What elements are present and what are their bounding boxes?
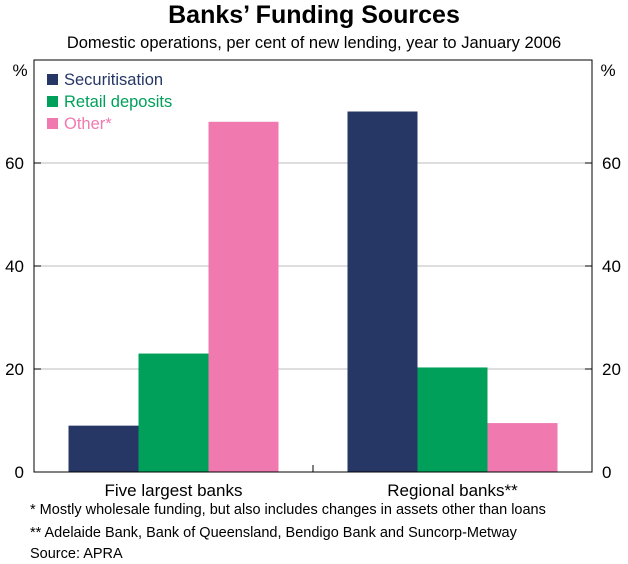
legend-label: Securitisation: [64, 71, 163, 89]
bar: [208, 121, 279, 473]
bar-chart: 0 0 20 20 40 40 60 60% % Five largest banks Region…: [5, 59, 621, 500]
footnote-other: * Mostly wholesale funding, but also inc…: [30, 502, 546, 518]
y-unit-left: %: [12, 61, 27, 80]
y-tick-label-left: 0: [15, 463, 24, 482]
chart-title: Banks’ Funding Sources: [168, 1, 460, 29]
y-tick-label-left: 20: [5, 360, 24, 379]
y-tick-label-left: 40: [5, 257, 24, 276]
bar: [487, 423, 558, 472]
y-tick-label-right: 20: [602, 360, 621, 379]
x-category-label: Five largest banks: [105, 481, 243, 500]
bar: [68, 425, 139, 472]
bar: [138, 353, 209, 472]
x-category-label: Regional banks**: [387, 481, 518, 500]
y-tick-label-left: 60: [5, 154, 24, 173]
legend-swatch: [47, 118, 58, 129]
y-tick-label-right: 40: [602, 257, 621, 276]
footnote-regional: ** Adelaide Bank, Bank of Queensland, Be…: [30, 525, 517, 541]
bar: [347, 111, 418, 472]
bar: [417, 367, 488, 472]
legend-label: Retail deposits: [64, 93, 172, 111]
source-note: Source: APRA: [30, 546, 123, 562]
chart-subtitle: Domestic operations, per cent of new len…: [66, 34, 562, 52]
legend-swatch: [47, 74, 58, 85]
legend-swatch: [47, 96, 58, 107]
legend-label: Other*: [64, 115, 112, 133]
y-tick-label-right: 0: [602, 463, 611, 482]
y-unit-right: %: [600, 61, 615, 80]
y-tick-label-right: 60: [602, 154, 621, 173]
